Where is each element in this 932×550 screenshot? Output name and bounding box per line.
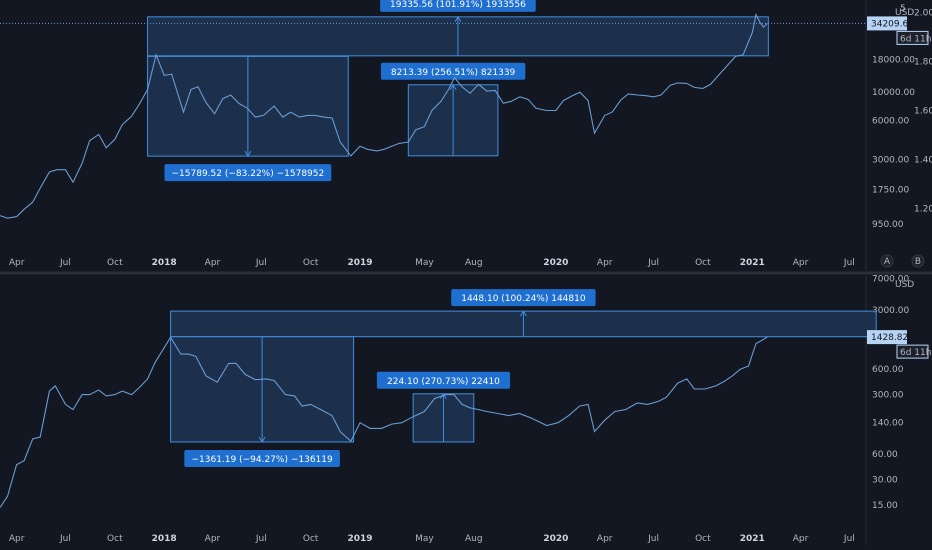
time-tick-label: 2019 bbox=[347, 258, 372, 268]
time-tick-label: Jul bbox=[59, 258, 71, 268]
price-tick-label: 15.00 bbox=[872, 501, 898, 511]
time-tick-label: Jul bbox=[843, 534, 855, 544]
measure-label: −15789.52 (−83.22%) −1578952 bbox=[172, 169, 325, 179]
price-tick-label: 6000.00 bbox=[872, 117, 909, 127]
price-tick-label: 1750.00 bbox=[872, 186, 909, 196]
measure-label-box bbox=[376, 371, 511, 389]
time-tick-label: Oct bbox=[107, 258, 123, 268]
time-tick-label: Apr bbox=[9, 534, 25, 544]
eth-chart-pane[interactable]: 15.00 30.00 60.00 140.00 300.00 600.00 3000.00… bbox=[0, 275, 931, 545]
time-tick-label: Aug bbox=[465, 258, 483, 268]
axis-mode-badge-b[interactable] bbox=[911, 254, 925, 268]
currency-label: USD bbox=[895, 280, 914, 290]
price-tick-label: 60.00 bbox=[872, 450, 898, 460]
measure-arrow-head bbox=[454, 15, 462, 23]
time-tick-label: Jul bbox=[647, 534, 659, 544]
last-price-value: 34209.60 bbox=[871, 19, 914, 29]
time-tick-label: Apr bbox=[9, 258, 25, 268]
time-tick-label: Apr bbox=[793, 258, 809, 268]
time-tick-label: Apr bbox=[597, 258, 613, 268]
time-tick-label: May bbox=[415, 534, 434, 544]
measure-label: 1448.10 (100.24%) 144810 bbox=[461, 294, 586, 304]
measure-arrow-head bbox=[440, 392, 447, 400]
time-tick-label: Jul bbox=[255, 534, 267, 544]
btc-chart-pane[interactable]: 950.00 1750.00 3000.00 6000.00 10000.00 18000… bbox=[0, 0, 932, 270]
measure-label-box bbox=[451, 289, 596, 307]
time-tick-label: 2021 bbox=[740, 534, 765, 544]
secondary-tick-label: 1.40 bbox=[914, 155, 932, 165]
time-tick-label: 2021 bbox=[740, 258, 765, 268]
measure-arrow-head bbox=[258, 436, 266, 443]
time-tick-label: 2020 bbox=[543, 534, 568, 544]
currency-label: USD bbox=[895, 8, 914, 18]
countdown-tag bbox=[896, 30, 929, 45]
time-tick-label: Oct bbox=[303, 258, 319, 268]
price-tick-label: 7000.00 bbox=[872, 275, 909, 285]
time-tick-label: 2019 bbox=[347, 534, 372, 544]
secondary-tick-partial: 5 bbox=[900, 4, 906, 14]
measure-label: 8213.39 (256.51%) 821339 bbox=[391, 68, 516, 78]
measure-label: −1361.19 (−94.27%) −136119 bbox=[191, 455, 333, 465]
axis-mode-badge-a[interactable] bbox=[880, 254, 894, 268]
time-tick-label: Jul bbox=[255, 258, 267, 268]
last-price-tag bbox=[867, 330, 907, 345]
price-tick-label: 600.00 bbox=[872, 365, 904, 375]
price-tick-label: 140.00 bbox=[872, 419, 904, 429]
secondary-tick-label: 1.20 bbox=[914, 204, 932, 214]
time-tick-label: Apr bbox=[597, 534, 613, 544]
price-tick-label: 30.00 bbox=[872, 476, 898, 486]
time-tick-label: Aug bbox=[465, 534, 483, 544]
price-tick-label: 18000.00 bbox=[872, 55, 915, 65]
secondary-tick-label: 1.80 bbox=[914, 57, 932, 67]
measure-label: 224.10 (270.73%) 22410 bbox=[387, 377, 500, 387]
time-tick-label: Jul bbox=[843, 258, 855, 268]
measure-label-box bbox=[380, 0, 536, 12]
measure-arrow-head bbox=[449, 83, 457, 91]
axis-mode-badge-label: A bbox=[884, 257, 891, 267]
measure-label-box bbox=[380, 62, 526, 80]
price-tick-label: 10000.00 bbox=[872, 88, 915, 98]
time-tick-label: 2018 bbox=[152, 534, 177, 544]
price-tick-label: 950.00 bbox=[872, 220, 904, 230]
time-tick-label: Jul bbox=[59, 534, 71, 544]
measure-arrow-head bbox=[519, 310, 527, 317]
time-tick-label: Oct bbox=[303, 534, 319, 544]
time-tick-label: 2020 bbox=[543, 258, 568, 268]
price-series-line bbox=[0, 336, 768, 508]
time-tick-label: Apr bbox=[793, 534, 809, 544]
last-price-value: 1428.82 bbox=[871, 333, 908, 343]
time-tick-label: Oct bbox=[695, 534, 711, 544]
secondary-tick-label: 1.60 bbox=[914, 106, 932, 116]
time-tick-label: 2018 bbox=[152, 258, 177, 268]
time-tick-label: Oct bbox=[695, 258, 711, 268]
axis-mode-badge-label: B bbox=[915, 257, 921, 267]
time-tick-label: Apr bbox=[205, 534, 221, 544]
measure-label-box bbox=[164, 164, 332, 182]
time-tick-label: May bbox=[415, 258, 434, 268]
measure-label: 19335.56 (101.91%) 1933556 bbox=[390, 0, 526, 10]
secondary-tick-label: 2.00 bbox=[914, 8, 932, 18]
time-tick-label: Jul bbox=[647, 258, 659, 268]
countdown-value: 6d 11h bbox=[900, 34, 931, 44]
price-tick-label: 3000.00 bbox=[872, 306, 909, 316]
price-series-line bbox=[0, 13, 768, 219]
countdown-value: 6d 11h bbox=[900, 348, 931, 358]
measure-arrow-head bbox=[244, 150, 252, 158]
time-tick-label: Oct bbox=[107, 534, 123, 544]
countdown-tag bbox=[896, 344, 929, 359]
measure-label-box bbox=[184, 449, 340, 467]
time-tick-label: Apr bbox=[205, 258, 221, 268]
last-price-tag bbox=[867, 16, 907, 31]
price-tick-label: 3000.00 bbox=[872, 155, 909, 165]
price-tick-label: 300.00 bbox=[872, 391, 904, 401]
